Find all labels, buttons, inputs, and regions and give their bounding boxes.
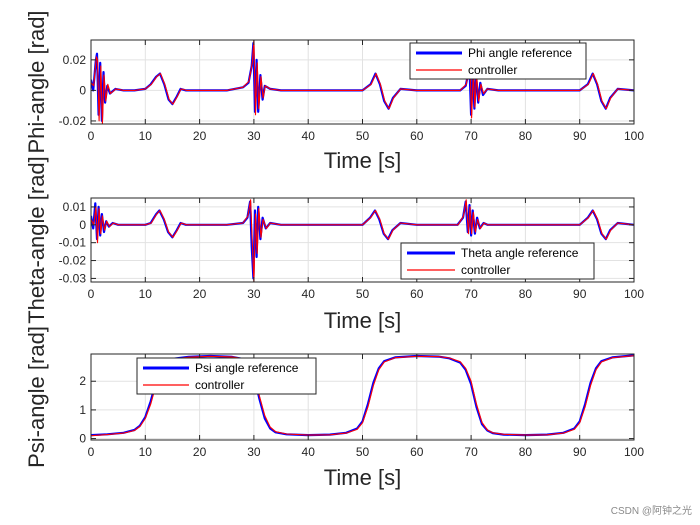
legend-label-controller: controller bbox=[468, 63, 517, 77]
legend-label-controller: controller bbox=[461, 263, 510, 277]
series-line-controller bbox=[91, 199, 634, 282]
x-tick-label: 50 bbox=[356, 129, 370, 143]
x-tick-label: 20 bbox=[193, 129, 207, 143]
y-axis-label: Psi-angle [rad] bbox=[24, 326, 49, 468]
x-tick-label: 40 bbox=[302, 445, 316, 459]
x-tick-label: 60 bbox=[410, 287, 424, 301]
y-tick-label: -0.01 bbox=[59, 236, 87, 250]
x-tick-label: 40 bbox=[302, 129, 316, 143]
x-tick-label: 0 bbox=[88, 287, 95, 301]
x-tick-label: 80 bbox=[519, 287, 533, 301]
y-tick-label: 0.01 bbox=[63, 200, 87, 214]
legend-label-controller: controller bbox=[195, 378, 244, 392]
x-tick-label: 70 bbox=[464, 287, 478, 301]
y-axis-label: Theta-angle [rad] bbox=[24, 156, 49, 324]
x-tick-label: 70 bbox=[464, 129, 478, 143]
y-tick-label: 0 bbox=[79, 218, 86, 232]
subplot-3: 0 10 20 30 40 50 60 70 80 90 100 0 1 2 Time [s] Psi-ang… bbox=[24, 326, 644, 490]
y-axis-label: Phi-angle [rad] bbox=[24, 10, 49, 153]
x-tick-label: 10 bbox=[139, 129, 153, 143]
y-tick-label: 0.02 bbox=[63, 53, 87, 67]
x-tick-label: 100 bbox=[624, 287, 644, 301]
y-tick-label: 1 bbox=[79, 403, 86, 417]
y-tick-label: 2 bbox=[79, 374, 86, 388]
y-tick-label: -0.02 bbox=[59, 254, 87, 268]
legend: Theta angle reference controller bbox=[400, 242, 595, 280]
legend-box bbox=[136, 357, 317, 395]
x-axis-label: Time [s] bbox=[324, 308, 401, 333]
legend: Psi angle reference controller bbox=[136, 357, 317, 395]
x-tick-label: 90 bbox=[573, 129, 587, 143]
legend-box bbox=[409, 42, 587, 80]
x-tick-label: 70 bbox=[464, 445, 478, 459]
y-tick-label: 0 bbox=[79, 432, 86, 446]
x-tick-label: 30 bbox=[247, 287, 261, 301]
x-tick-label: 0 bbox=[88, 445, 95, 459]
x-tick-label: 30 bbox=[247, 129, 261, 143]
x-tick-label: 0 bbox=[88, 129, 95, 143]
x-tick-label: 90 bbox=[573, 287, 587, 301]
x-tick-label: 20 bbox=[193, 445, 207, 459]
subplot-2: 0 10 20 30 40 50 60 70 80 90 100 -0.03 -0.02 -0.01 0 0.… bbox=[24, 156, 644, 333]
legend-box bbox=[400, 242, 595, 280]
y-tick-label: -0.02 bbox=[59, 114, 87, 128]
x-tick-label: 30 bbox=[247, 445, 261, 459]
x-tick-label: 40 bbox=[302, 287, 316, 301]
x-tick-label: 100 bbox=[624, 445, 644, 459]
x-tick-label: 20 bbox=[193, 287, 207, 301]
watermark: CSDN @阿钟之光 bbox=[611, 504, 692, 517]
legend-label-reference: Phi angle reference bbox=[468, 46, 572, 60]
x-tick-label: 50 bbox=[356, 445, 370, 459]
legend-label-reference: Theta angle reference bbox=[461, 246, 579, 260]
x-tick-label: 60 bbox=[410, 445, 424, 459]
legend: Phi angle reference controller bbox=[409, 42, 587, 80]
series-line-controller bbox=[91, 40, 634, 124]
x-tick-label: 10 bbox=[139, 287, 153, 301]
x-tick-label: 10 bbox=[139, 445, 153, 459]
x-axis-label: Time [s] bbox=[324, 148, 401, 173]
x-tick-label: 90 bbox=[573, 445, 587, 459]
y-tick-label: -0.03 bbox=[59, 271, 87, 285]
legend-label-reference: Psi angle reference bbox=[195, 361, 299, 375]
x-tick-label: 50 bbox=[356, 287, 370, 301]
x-tick-label: 100 bbox=[624, 129, 644, 143]
x-tick-label: 60 bbox=[410, 129, 424, 143]
y-tick-label: 0 bbox=[79, 83, 86, 97]
x-axis-label: Time [s] bbox=[324, 465, 401, 490]
x-tick-label: 80 bbox=[519, 445, 533, 459]
x-tick-label: 80 bbox=[519, 129, 533, 143]
